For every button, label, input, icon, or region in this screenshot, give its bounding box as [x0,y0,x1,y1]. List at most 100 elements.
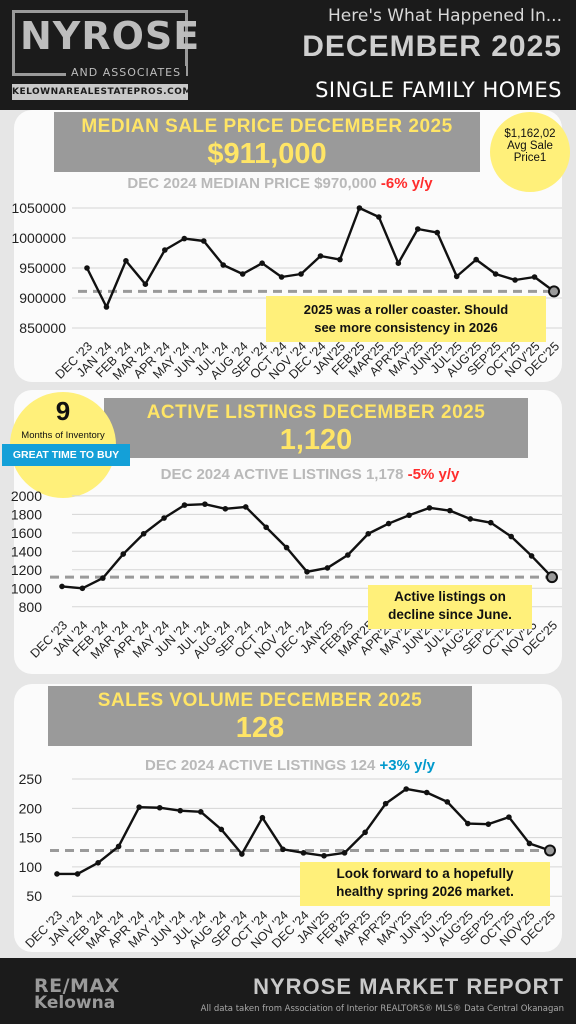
logo-associates: AND ASSOCIATES [66,66,187,79]
sales-callout-line-1: Look forward to a hopefully [336,866,514,881]
data-point [434,229,441,236]
data-point [385,520,392,527]
latest-point [546,571,558,584]
data-point [528,553,535,559]
data-point [197,809,204,815]
data-point [376,214,382,220]
data-point [414,226,421,232]
data-point [59,583,65,590]
price-value: $911,000 [207,138,327,170]
data-point [365,530,372,537]
data-point [242,504,249,510]
data-point [337,256,343,263]
header-property-type: SINGLE FAMILY HOMES [315,78,562,102]
data-point [467,516,474,522]
sales-title: SALES VOLUME DECEMBER 2025 [97,690,423,711]
sales-compare-prefix: DEC 2024 ACTIVE LISTINGS 124 [145,757,376,774]
data-point [259,814,266,821]
brokerage-city: Kelowna [34,993,116,1013]
report-title: NYROSE MARKET REPORT [253,974,564,999]
y-tick-label: 850000 [19,320,66,336]
data-point [492,271,499,277]
data-point [278,274,285,280]
logo-website: KELOWNAREALESTATEPROS.COM [12,84,191,100]
data-point [100,575,106,581]
data-point [181,502,188,508]
avg-sale-amount: $1,162,02 [504,128,556,140]
listings-callout-line-1: Active listings on [394,589,506,604]
data-point [239,851,245,857]
data-point [220,262,227,268]
data-point [356,205,363,211]
data-point [465,820,471,827]
data-point [304,569,310,575]
data-point [142,281,149,287]
data-point [512,277,518,283]
data-point [300,850,307,856]
data-source-note: All data taken from Association of Inter… [200,1004,564,1014]
y-tick-label: 1800 [11,506,42,522]
data-point [317,253,324,259]
price-callout: 2025 was a roller coaster. Should see mo… [266,296,546,342]
data-point [103,304,110,310]
listings-title: ACTIVE LISTINGS DECEMBER 2025 [146,402,486,423]
data-point [95,860,101,866]
data-point [79,585,86,592]
price-title: MEDIAN SALE PRICE DECEMBER 2025 [81,116,453,137]
y-tick-label: 900000 [19,290,66,306]
data-point [487,519,494,526]
data-point [115,843,122,850]
data-point [259,260,265,266]
y-tick-label: 1200 [11,562,42,578]
y-tick-label: 50 [26,888,42,904]
y-tick-label: 150 [19,830,43,846]
data-point [506,814,512,820]
data-point [473,256,479,263]
data-point [453,273,460,280]
latest-point [548,285,560,298]
y-tick-label: 2000 [11,488,42,504]
listings-compare-change: -5% y/y [407,466,460,483]
data-point [54,871,60,877]
price-compare-prefix: DEC 2024 MEDIAN PRICE $970,000 [127,175,377,192]
data-point [156,804,163,811]
data-point [280,846,286,853]
data-point [177,807,184,814]
price-compare: DEC 2024 MEDIAN PRICE $970,000 -6% y/y [60,175,500,192]
logo-name: NYROSE [20,14,201,58]
data-point [202,501,208,507]
data-point [161,515,167,521]
data-point [423,789,430,796]
data-point [324,565,331,571]
avg-sale-label: Avg Sale [507,140,553,152]
y-tick-label: 1400 [11,543,42,559]
inventory-label: Months of Inventory [21,430,105,441]
data-point [526,840,533,847]
data-point [74,871,81,877]
data-point [395,260,402,266]
listings-value: 1,120 [279,424,353,456]
series-line [61,502,553,590]
avg-sale-price-badge: $1,162,02 Avg Sale Price1 [490,112,570,192]
brokerage-logo: RE/MAX [34,975,120,997]
header-intro: Here's What Happened In... [328,6,562,26]
data-point [263,524,269,531]
data-point [426,505,433,511]
sales-callout-line-2: healthy spring 2026 market. [336,884,514,899]
avg-sale-label-2: Price1 [513,152,547,164]
listings-compare: DEC 2024 ACTIVE LISTINGS 1,178 -5% y/y [100,466,520,483]
y-tick-label: 1000000 [11,230,66,246]
data-point [84,265,90,271]
price-callout-line-2: see more consistency in 2026 [314,320,498,335]
listings-banner: ACTIVE LISTINGS DECEMBER 2025 1,120 [104,398,528,458]
data-point [120,551,127,557]
great-time-badge: GREAT TIME TO BUY [2,444,130,466]
data-point [283,544,290,551]
listings-callout: Active listings on decline since June. [368,585,532,629]
data-point [508,533,514,540]
price-compare-change: -6% y/y [380,175,433,192]
data-point [162,247,168,253]
